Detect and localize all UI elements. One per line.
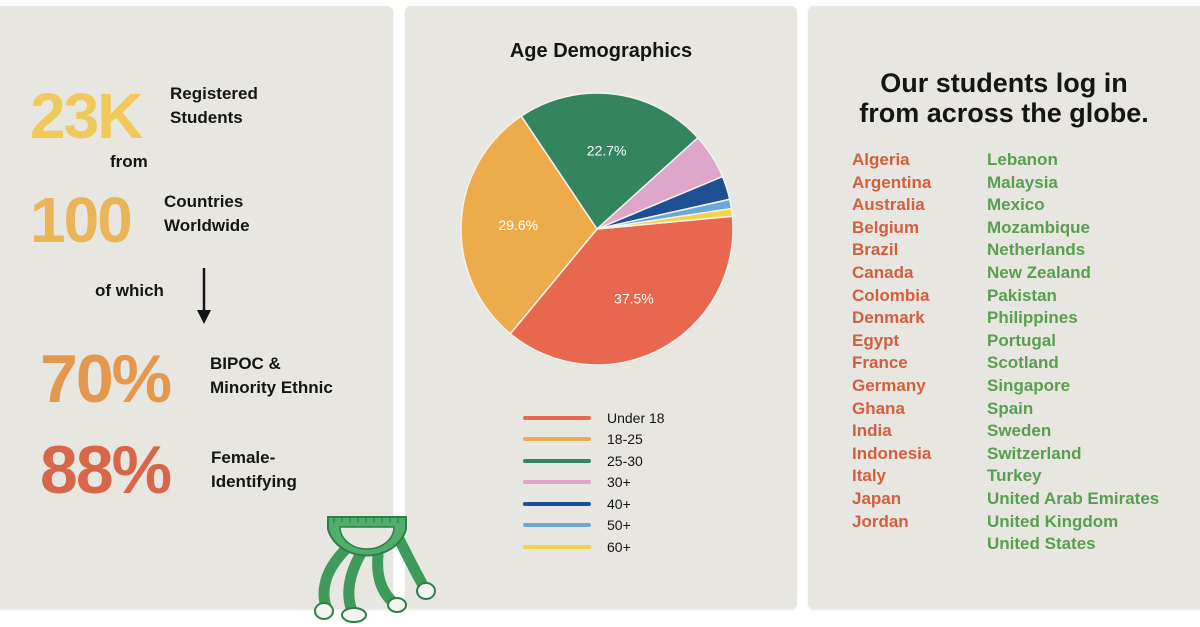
country-item: Ghana	[852, 398, 905, 418]
legend-item: Under 18	[523, 407, 665, 429]
country-item: Malaysia	[987, 172, 1058, 192]
country-item: Argentina	[852, 172, 932, 192]
country-item: United Kingdom	[987, 511, 1119, 531]
country-item: Australia	[852, 195, 925, 215]
country-item: Italy	[852, 466, 887, 486]
pie-slice-under-18	[509, 215, 734, 366]
legend-label: Under 18	[607, 409, 665, 426]
pie-slice-18-25	[460, 114, 598, 335]
age-chart-panel: Age Demographics 37.5% 29.6% 22.7% Under 1…	[405, 6, 797, 609]
countries-panel: Our students log in from across the glob…	[808, 6, 1200, 609]
country-item: Egypt	[852, 330, 900, 350]
of-which-text: of which	[95, 281, 164, 300]
legend-swatch	[523, 523, 591, 528]
country-item: Jordan	[852, 511, 909, 531]
legend-swatch	[523, 437, 591, 442]
legend-swatch	[523, 415, 591, 420]
country-item: New Zealand	[987, 262, 1091, 282]
bipoc-label: BIPOC & Minority Ethnic	[210, 352, 333, 400]
country-item: Pakistan	[987, 285, 1057, 305]
registered-label-line2: Students	[170, 108, 243, 127]
country-item: Spain	[987, 398, 1034, 418]
age-pie-chart: 37.5% 29.6% 22.7%	[460, 92, 734, 366]
legend-item: 30+	[523, 472, 665, 494]
country-item: Lebanon	[987, 150, 1058, 169]
country-item: Algeria	[852, 150, 910, 169]
chart-title: Age Demographics	[509, 40, 693, 62]
globe-title-line1: Our students log in	[880, 68, 1128, 98]
female-label: Female- Identifying	[211, 446, 297, 494]
country-item: Colombia	[852, 285, 930, 305]
from-text: from	[110, 152, 148, 171]
country-item: Scotland	[987, 353, 1059, 373]
countries-label: Countries Worldwide	[164, 190, 250, 238]
country-item: Switzerland	[987, 443, 1082, 463]
country-item: Japan	[852, 488, 902, 508]
legend-swatch	[523, 544, 591, 549]
chart-legend: Under 18 18-25 25-30 30+ 40+ 50+ 60+	[523, 407, 665, 558]
country-item: United Arab Emirates	[987, 488, 1160, 508]
pie-slice-60-	[596, 207, 734, 230]
country-item: Portugal	[987, 330, 1056, 350]
country-item: United States	[987, 534, 1096, 554]
legend-item: 40+	[523, 493, 665, 515]
legend-item: 50+	[523, 515, 665, 537]
registered-value: 23K	[30, 80, 143, 152]
country-item: Singapore	[987, 375, 1071, 395]
country-item: Indonesia	[852, 443, 932, 463]
bipoc-label-line2: Minority Ethnic	[210, 378, 333, 397]
pie-data-label: 22.7%	[587, 143, 627, 159]
countries-label-line1: Countries	[164, 192, 244, 211]
stats-panel: 23K Registered Students from 100 Countri…	[0, 6, 393, 609]
pie-data-label: 37.5%	[614, 291, 654, 307]
bipoc-label-line1: BIPOC &	[210, 354, 281, 373]
countries-label-line2: Worldwide	[164, 216, 250, 235]
legend-swatch	[523, 458, 591, 463]
country-item: Mozambique	[987, 217, 1090, 237]
country-item: Germany	[852, 375, 926, 395]
registered-label: Registered Students	[170, 82, 258, 130]
legend-label: 50+	[607, 517, 631, 534]
country-item: Belgium	[852, 217, 920, 237]
legend-swatch	[523, 501, 591, 506]
country-item: France	[852, 353, 908, 373]
down-arrow-icon	[197, 268, 211, 324]
country-item: Netherlands	[987, 240, 1086, 260]
pie-slice-25-30	[520, 92, 699, 231]
legend-label: 60+	[607, 538, 631, 555]
legend-label: 30+	[607, 474, 631, 491]
country-item: Brazil	[852, 240, 899, 260]
globe-title-line2: from across the globe.	[859, 98, 1149, 128]
protractor-mascot-icon	[314, 516, 436, 623]
legend-item: 18-25	[523, 429, 665, 451]
country-item: India	[852, 421, 892, 441]
country-item: Philippines	[987, 308, 1078, 328]
country-item: Sweden	[987, 421, 1052, 441]
country-list-left: Algeria Argentina Australia Belgium Brazil Ca…	[852, 149, 931, 533]
legend-label: 25-30	[607, 452, 643, 469]
country-item: Mexico	[987, 195, 1045, 215]
female-label-line2: Identifying	[211, 472, 297, 491]
country-list-right: Lebanon Malaysia Mexico Mozambique Netherlan…	[987, 149, 1159, 556]
country-item: Denmark	[852, 308, 925, 328]
countries-value: 100	[30, 184, 133, 256]
legend-label: 18-25	[607, 431, 643, 448]
legend-label: 40+	[607, 495, 631, 512]
legend-item: 25-30	[523, 450, 665, 472]
pie-data-label: 29.6%	[498, 217, 538, 233]
country-item: Turkey	[987, 466, 1042, 486]
country-item: Canada	[852, 262, 914, 282]
female-value: 88%	[40, 432, 172, 508]
female-label-line1: Female-	[211, 448, 276, 467]
registered-label-line1: Registered	[170, 84, 258, 103]
bipoc-value: 70%	[40, 341, 172, 417]
globe-title: Our students log in from across the glob…	[808, 68, 1200, 128]
legend-item: 60+	[523, 536, 665, 558]
legend-swatch	[523, 480, 591, 485]
